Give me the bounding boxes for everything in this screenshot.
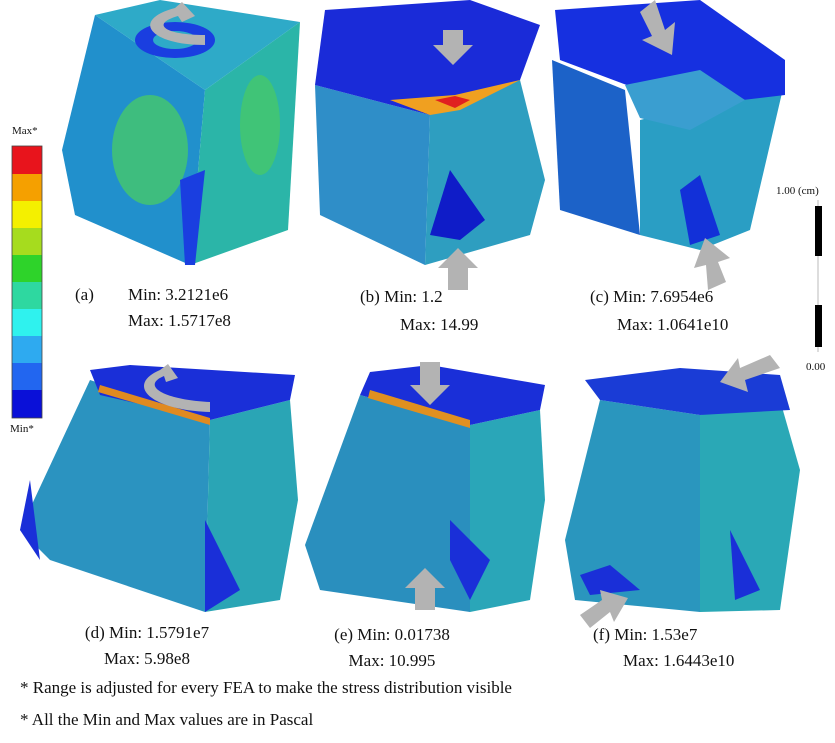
color-bar-part — [12, 228, 42, 255]
fea-model-e-part — [305, 395, 470, 612]
panel-max: Max: 10.995 — [349, 651, 436, 670]
color-bar-part — [12, 174, 42, 201]
fea-model-e — [305, 362, 545, 612]
scale-top-label: 1.00 (cm) — [776, 185, 819, 197]
fea-model-d — [20, 364, 298, 612]
color-bar-part — [12, 309, 42, 336]
panel-min: Min: 3.2121e6 — [128, 285, 228, 304]
panel-max: Max: 14.99 — [400, 315, 478, 334]
scale-bar-part — [815, 305, 822, 347]
color-bar — [12, 146, 42, 418]
panel-max: Max: 1.5717e8 — [128, 311, 231, 330]
panel-min: Min: 0.01738 — [357, 625, 450, 644]
figure: Max* Min* 1.00 (cm) 0.00 — [0, 0, 835, 743]
footnote: * All the Min and Max values are in Pasc… — [20, 710, 313, 729]
fea-model-a-part — [112, 95, 188, 205]
panel-caption: (e) Min: 0.01738 — [334, 625, 450, 644]
page: {"legend": {"max_label": "Max*", "min_la… — [0, 0, 835, 743]
scale-bar — [815, 200, 822, 352]
color-bar-part — [12, 282, 42, 309]
panel-min: Min: 1.53e7 — [614, 625, 698, 644]
panel-label: (f) — [593, 625, 610, 644]
panel-caption: (c) Min: 7.6954e6 — [590, 287, 713, 306]
legend-max: Max* — [12, 125, 38, 137]
color-bar-part — [12, 201, 42, 228]
panel-label: (b) — [360, 287, 380, 306]
panel-max: Max: 1.0641e10 — [617, 315, 728, 334]
scale-bar-part — [815, 206, 822, 256]
fea-model-f — [565, 355, 800, 628]
panel-max: Max: 5.98e8 — [104, 649, 190, 668]
fea-model-b-part — [315, 85, 430, 265]
fea-model-b — [315, 0, 545, 290]
fea-model-a-part — [240, 75, 280, 175]
panel-label: (c) — [590, 287, 609, 306]
color-bar-part — [12, 255, 42, 282]
panel-label: (e) — [334, 625, 353, 644]
fea-model-a — [62, 0, 300, 265]
panel-label: (d) — [85, 623, 105, 642]
footnote: * Range is adjusted for every FEA to mak… — [20, 678, 512, 697]
color-bar-part — [12, 146, 42, 174]
panel-label: (a) — [75, 285, 94, 304]
fea-model-e-part — [470, 410, 545, 612]
panel-min: Min: 1.2 — [384, 287, 443, 306]
panel-max: Max: 1.6443e10 — [623, 651, 734, 670]
panel-caption: (d) Min: 1.5791e7 — [85, 623, 210, 642]
panel-caption: (f) Min: 1.53e7 — [593, 625, 698, 644]
legend-min: Min* — [10, 423, 34, 435]
color-bar-part — [12, 390, 42, 418]
color-bar-part — [12, 363, 42, 390]
fea-model-c — [552, 0, 785, 290]
panel-caption: (b) Min: 1.2 — [360, 287, 443, 306]
panel-min: Min: 7.6954e6 — [613, 287, 713, 306]
panel-min: Min: 1.5791e7 — [109, 623, 210, 642]
scale-bottom-label: 0.00 — [806, 361, 826, 373]
color-bar-part — [12, 336, 42, 363]
